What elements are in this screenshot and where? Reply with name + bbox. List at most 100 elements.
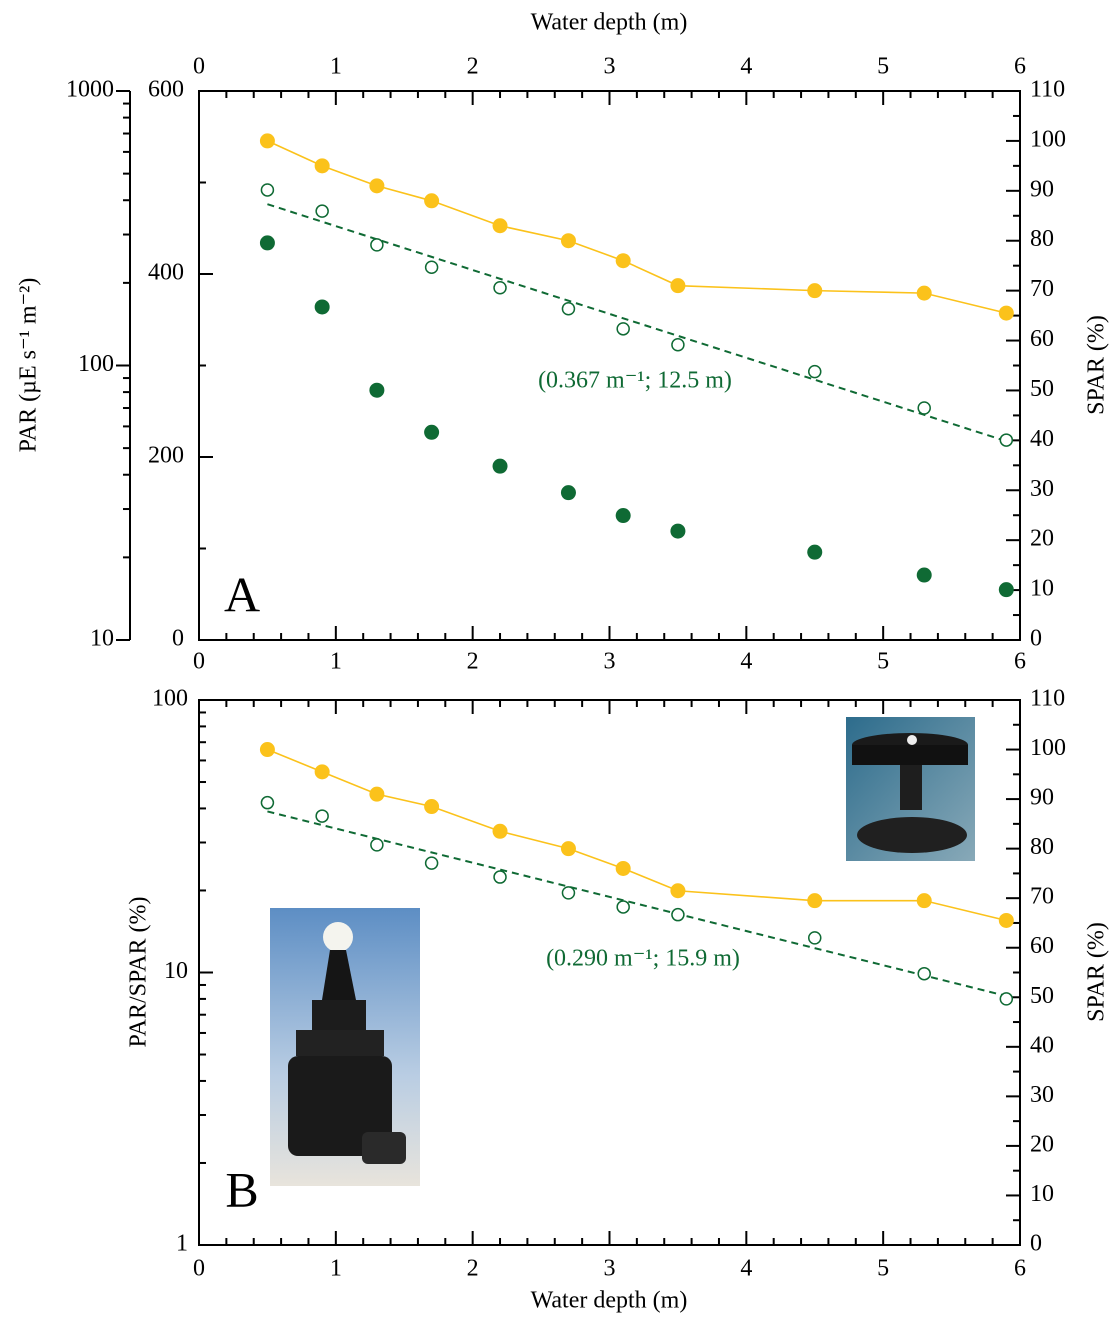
marker (615, 508, 631, 524)
marker (916, 567, 932, 583)
x-tick-label: 3 (604, 1256, 616, 1282)
x-tick-label: 6 (1014, 649, 1026, 675)
panel-label: A (224, 566, 260, 622)
y-tick-label: 1 (176, 1231, 188, 1257)
marker (259, 235, 275, 251)
marker (369, 178, 385, 194)
marker (561, 886, 576, 900)
marker (999, 433, 1014, 447)
panel-label: B (225, 1161, 258, 1217)
y-tick-label: 100 (152, 686, 188, 712)
marker (259, 742, 275, 758)
marker (315, 204, 329, 218)
marker (369, 786, 385, 802)
x-tick-label: 2 (467, 54, 479, 80)
series-line (267, 140, 1007, 314)
marker (916, 285, 932, 301)
marker (315, 809, 329, 823)
marker (999, 992, 1014, 1006)
y-tick-label: 20 (1030, 526, 1054, 552)
x-tick-label: 4 (740, 54, 752, 80)
x-tick-label: 5 (877, 649, 889, 675)
marker (615, 253, 631, 269)
y-tick-label: 50 (1030, 376, 1054, 402)
y-tick-label: 0 (172, 626, 184, 652)
y-tick-label: 0 (1030, 1231, 1042, 1257)
x-tick-label: 0 (193, 54, 205, 80)
y-tick-label: 20 (1030, 1131, 1054, 1157)
y-tick-label: 200 (148, 443, 184, 469)
marker (492, 823, 508, 839)
x-tick-label: 6 (1014, 54, 1026, 80)
x-tick-label: 1 (330, 1256, 342, 1282)
marker (807, 893, 823, 909)
y2-axis-title: SPAR (%) (1084, 922, 1110, 1022)
fit-line (267, 810, 1007, 997)
y-tick-label: 90 (1030, 176, 1054, 202)
y-tick-label: 50 (1030, 983, 1054, 1009)
marker (314, 158, 330, 174)
marker (670, 278, 686, 294)
x-tick-label: 1 (330, 649, 342, 675)
marker (370, 238, 384, 252)
y-tick-label: 10 (164, 958, 188, 984)
marker (424, 856, 439, 870)
y-tick-label: 10 (1030, 1181, 1054, 1207)
y-tick-label: 600 (148, 77, 184, 103)
x-tick-label: 0 (193, 1256, 205, 1282)
marker (560, 485, 576, 501)
marker (369, 382, 385, 398)
marker (917, 966, 931, 981)
marker (670, 523, 686, 539)
marker (671, 338, 685, 352)
marker (259, 133, 275, 149)
marker (492, 458, 508, 474)
x-tick-label: 3 (604, 54, 616, 80)
y-tick-label: 40 (1030, 1032, 1054, 1058)
x-tick-label: 2 (467, 1256, 479, 1282)
marker (998, 582, 1014, 598)
y-tick-label: 0 (1030, 626, 1042, 652)
y-axis-title: PAR/SPAR (%) (126, 897, 152, 1048)
marker (424, 193, 440, 209)
marker (917, 401, 931, 415)
x-tick-label: 5 (877, 54, 889, 80)
x-tick-label: 3 (604, 649, 616, 675)
y-tick-label: 100 (1030, 126, 1066, 152)
y-tick-label: 70 (1030, 276, 1054, 302)
marker (807, 283, 823, 299)
marker (807, 544, 823, 560)
marker (370, 838, 384, 852)
y-tick-label: 10 (90, 626, 114, 652)
x-tick-label: 4 (740, 1256, 752, 1282)
y-tick-label: 1000 (66, 77, 114, 103)
marker (808, 364, 822, 379)
marker (493, 280, 507, 295)
x-axis-title: Water depth (m) (531, 10, 688, 36)
y-tick-label: 400 (148, 260, 184, 286)
annotation: (0.367 m⁻¹; 12.5 m) (538, 368, 732, 394)
sensor-photo (270, 908, 420, 1186)
marker (424, 424, 440, 440)
collector-photo (846, 717, 975, 861)
y-tick-label: 100 (78, 351, 114, 377)
marker (492, 218, 508, 234)
marker (808, 931, 822, 945)
y-tick-label: 60 (1030, 933, 1054, 959)
marker (560, 233, 576, 249)
marker (616, 322, 630, 336)
marker (615, 860, 631, 876)
marker (424, 799, 440, 815)
marker (671, 907, 685, 922)
y-tick-label: 10 (1030, 576, 1054, 602)
marker (260, 183, 275, 197)
annotation: (0.290 m⁻¹; 15.9 m) (546, 946, 740, 972)
marker (560, 841, 576, 857)
x-axis-title: Water depth (m) (531, 1288, 688, 1314)
x-tick-label: 6 (1014, 1256, 1026, 1282)
marker (314, 299, 330, 315)
marker (314, 764, 330, 780)
y-tick-label: 70 (1030, 884, 1054, 910)
y-tick-label: 100 (1030, 735, 1066, 761)
y-tick-label: 80 (1030, 226, 1054, 252)
